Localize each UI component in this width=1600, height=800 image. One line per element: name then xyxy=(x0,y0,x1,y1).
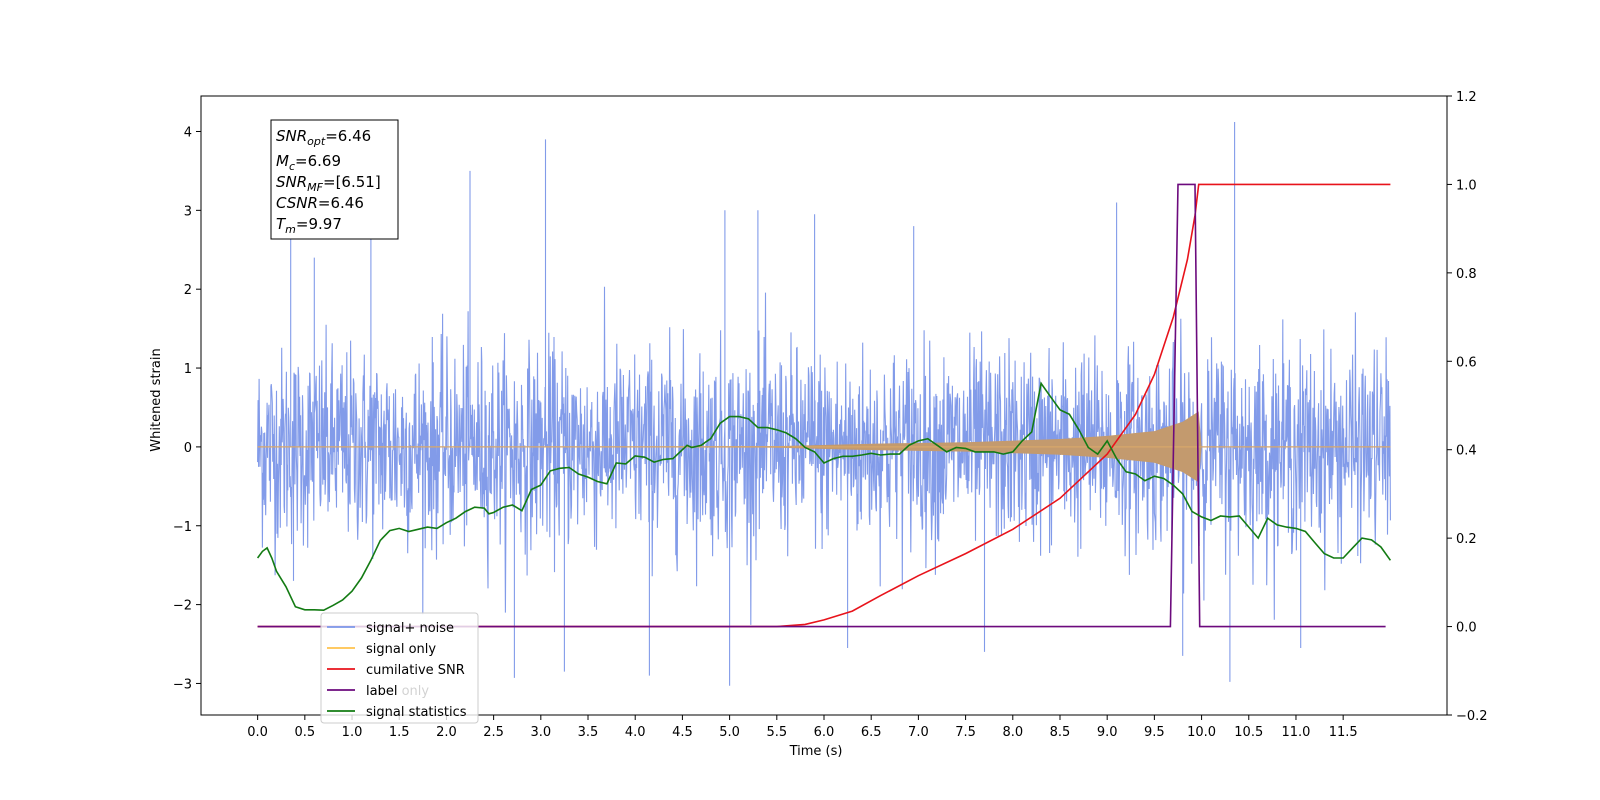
snr-mf-annotation: SNRMF=[6.51] xyxy=(276,173,381,194)
x-tick-label: 8.5 xyxy=(1050,725,1071,740)
x-tick-label: 1.5 xyxy=(389,725,410,740)
signal-statistics-line xyxy=(256,381,1392,612)
x-tick-label: 0.5 xyxy=(294,725,315,740)
legend-entry-label: label xyxy=(366,684,397,699)
x-tick-label: 10.5 xyxy=(1234,725,1263,740)
x-tick-label: 6.5 xyxy=(861,725,882,740)
legend: signal+ noise signal only cumilative SNR la… xyxy=(320,612,479,724)
chirp-mass-annotation: Mc=6.69 xyxy=(276,152,341,173)
left-y-tick-label: 0 xyxy=(184,441,192,456)
x-tick-label: 11.0 xyxy=(1281,725,1310,740)
label-line xyxy=(257,183,1386,628)
left-y-tick-label: −2 xyxy=(173,599,192,614)
x-tick-label: 0.0 xyxy=(247,725,268,740)
x-tick-label: 4.5 xyxy=(672,725,693,740)
legend-box xyxy=(320,612,479,724)
legend-overlap-text: label only xyxy=(366,684,429,699)
x-tick-label: 3.0 xyxy=(530,725,551,740)
right-y-axis: −0.2 0.0 0.2 0.4 0.6 0.8 1.0 1.2 xyxy=(1447,90,1488,724)
x-tick-label: 3.5 xyxy=(578,725,599,740)
x-tick-label: 9.0 xyxy=(1097,725,1118,740)
stats-annotation-box: SNRopt=6.46 Mc=6.69 SNRMF=[6.51] CSNR=6.… xyxy=(270,119,399,240)
x-tick-label: 4.0 xyxy=(625,725,646,740)
x-tick-label: 6.0 xyxy=(814,725,835,740)
left-y-axis: −3 −2 −1 0 1 2 3 4 xyxy=(173,125,201,692)
x-tick-label: 1.0 xyxy=(342,725,363,740)
left-y-tick-label: −1 xyxy=(173,520,192,535)
x-tick-label: 8.0 xyxy=(1002,725,1023,740)
legend-entry-label: signal statistics xyxy=(366,705,467,720)
x-axis: 0.0 0.5 1.0 1.5 2.0 2.5 3.0 3.5 4.0 4.5 5.0 5.5 6.0 6… xyxy=(247,715,1358,740)
right-y-tick-label: −0.2 xyxy=(1456,709,1488,724)
cumilative-SNR-line xyxy=(257,183,1391,628)
x-tick-label: 5.0 xyxy=(719,725,740,740)
x-axis-label: Time (s) xyxy=(789,744,843,759)
legend-entry-label: signal+ noise xyxy=(366,621,454,636)
left-y-tick-label: −3 xyxy=(173,677,192,692)
right-y-tick-label: 0.0 xyxy=(1456,621,1477,636)
legend-entry-label: signal only xyxy=(366,642,436,657)
legend-entry-label: cumilative SNR xyxy=(366,663,465,678)
x-tick-label: 10.0 xyxy=(1187,725,1216,740)
right-y-tick-label: 1.0 xyxy=(1456,178,1477,193)
left-y-tick-label: 1 xyxy=(184,362,192,377)
csnr-annotation: CSNR=6.46 xyxy=(276,194,364,212)
left-y-tick-label: 3 xyxy=(184,204,192,219)
x-tick-label: 7.5 xyxy=(955,725,976,740)
x-tick-label: 2.5 xyxy=(483,725,504,740)
right-y-tick-label: 0.2 xyxy=(1456,532,1477,547)
x-tick-label: 11.5 xyxy=(1329,725,1358,740)
right-y-tick-label: 0.4 xyxy=(1456,444,1477,459)
x-tick-label: 7.0 xyxy=(908,725,929,740)
signal-plus-noise-line xyxy=(257,122,1391,686)
x-tick-label: 5.5 xyxy=(766,725,787,740)
x-tick-label: 9.5 xyxy=(1144,725,1165,740)
left-y-tick-label: 2 xyxy=(184,283,192,298)
merger-time-annotation: Tm=9.97 xyxy=(276,215,342,236)
left-y-tick-label: 4 xyxy=(184,125,192,140)
left-y-axis-label: Whitened strain xyxy=(149,348,164,451)
x-tick-label: 2.0 xyxy=(436,725,457,740)
right-y-tick-label: 0.8 xyxy=(1456,267,1477,282)
right-y-tick-label: 1.2 xyxy=(1456,90,1477,105)
right-y-tick-label: 0.6 xyxy=(1456,355,1477,370)
snr-opt-annotation: SNRopt=6.46 xyxy=(276,127,371,148)
